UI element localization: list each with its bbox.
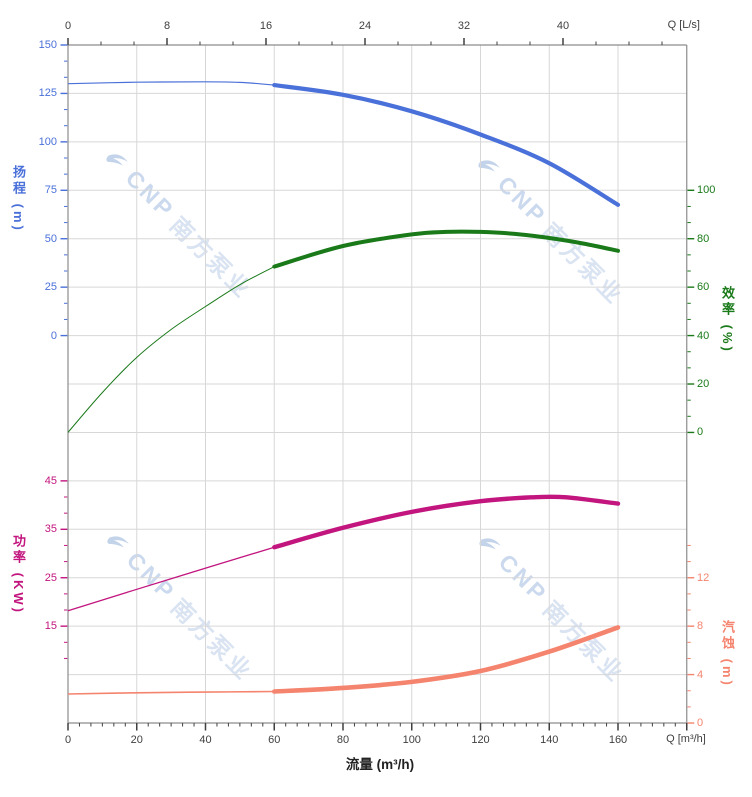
cnp-logo-icon (102, 527, 133, 558)
watermark-3: CNP 南方泵业 (97, 522, 262, 687)
watermark-2: CNP 南方泵业 (468, 146, 633, 311)
power-curve-thin (67, 546, 275, 612)
power-axis-title: 功率 (KW) (11, 534, 26, 615)
npsh-curve-thin (67, 690, 275, 695)
watermark-1: CNP 南方泵业 (96, 140, 261, 305)
top-axis-unit-label: Q [L/s] (667, 19, 700, 31)
power-curve (272, 494, 621, 550)
npsh-axis-title: 汽蚀 (m) (720, 620, 735, 688)
head-axis-title: 扬程 (m) (11, 165, 26, 233)
flow-axis-title: 流量 (m³/h) (345, 757, 415, 772)
efficiency-curve-thin (67, 266, 275, 433)
head-curve-thin (67, 81, 275, 86)
npsh-curve (272, 625, 621, 694)
cnp-logo-icon (474, 529, 505, 560)
cnp-logo-icon (101, 145, 132, 176)
efficiency-curve (272, 229, 620, 269)
efficiency-axis-title: 效率 (%) (720, 286, 735, 354)
watermark-4: CNP 南方泵业 (469, 524, 634, 689)
bottom-axis-unit-label: Q [m³/h] (666, 733, 706, 745)
head-curve (272, 83, 621, 207)
cnp-logo-icon (473, 151, 504, 182)
